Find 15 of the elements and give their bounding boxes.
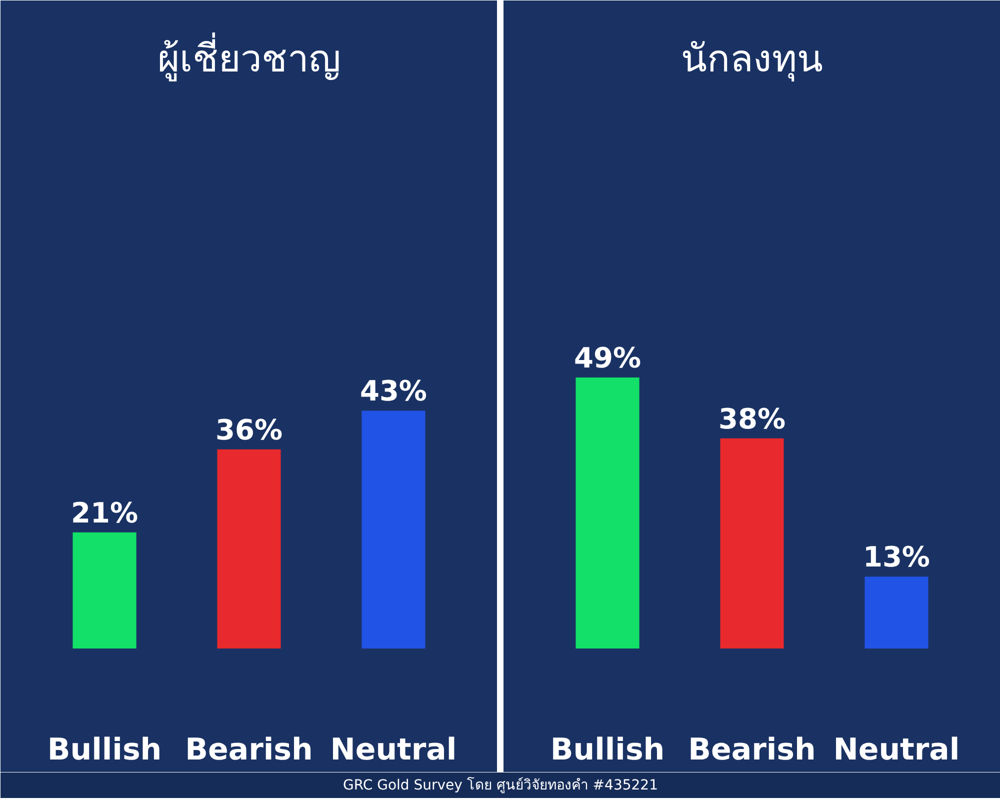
x-tick-label: Bullish	[47, 732, 162, 768]
data-label: 21%	[71, 496, 138, 530]
text: GRC Gold Survey โดย ศูนย์วิจัยทองคำ #435221	[343, 776, 658, 794]
chart-title: นักลงทุน	[681, 36, 823, 82]
x-tick-label: Bearish	[688, 732, 816, 768]
chart-title: ผู้เชี่ยวชาญ	[158, 32, 340, 82]
x-tick-label: Neutral	[833, 732, 960, 768]
x-tick-label: Bearish	[185, 732, 313, 768]
data-label: 36%	[215, 413, 283, 446]
x-tick-label: Neutral	[330, 732, 457, 768]
data-label: 43%	[360, 374, 427, 408]
x-tick-label: Bullish	[550, 732, 665, 768]
data-label: 49%	[574, 342, 642, 375]
data-label: 13%	[862, 540, 930, 574]
data-label: 38%	[718, 402, 786, 436]
